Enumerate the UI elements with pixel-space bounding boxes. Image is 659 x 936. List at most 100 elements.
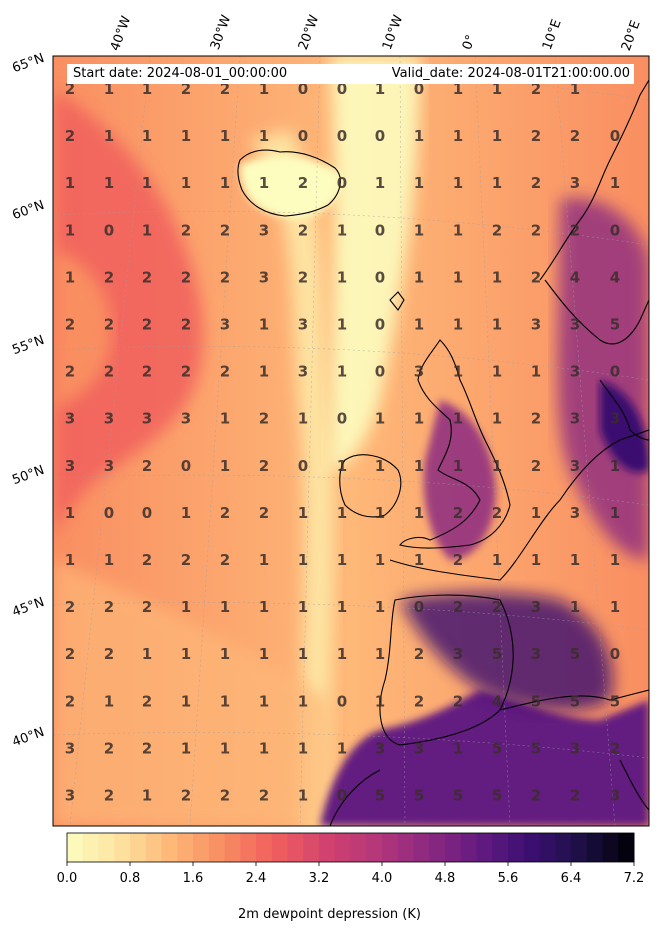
grid-value: 2 <box>298 221 308 239</box>
grid-value: 1 <box>259 645 269 663</box>
grid-value: 1 <box>414 316 424 334</box>
grid-value: 1 <box>453 363 463 381</box>
grid-value: 5 <box>414 787 424 805</box>
grid-value: 3 <box>570 174 580 192</box>
grid-value: 1 <box>414 127 424 145</box>
grid-value: 1 <box>453 410 463 428</box>
grid-value: 1 <box>298 598 308 616</box>
grid-value: 1 <box>375 598 385 616</box>
grid-value: 1 <box>298 551 308 569</box>
colorbar-band <box>492 833 509 862</box>
grid-value: 4 <box>492 692 502 710</box>
grid-value: 2 <box>570 127 580 145</box>
grid-value: 1 <box>492 80 502 98</box>
grid-value: 1 <box>375 80 385 98</box>
grid-value: 1 <box>492 551 502 569</box>
colorbar-band <box>571 833 588 862</box>
grid-value: 3 <box>531 598 541 616</box>
grid-value: 1 <box>337 363 347 381</box>
grid-value: 1 <box>375 692 385 710</box>
grid-value: 2 <box>220 787 230 805</box>
grid-value: 1 <box>610 504 620 522</box>
grid-value: 1 <box>414 410 424 428</box>
grid-value: 2 <box>65 598 75 616</box>
grid-value: 2 <box>104 316 114 334</box>
grid-value: 2 <box>531 80 541 98</box>
grid-value: 1 <box>337 221 347 239</box>
grid-value: 2 <box>570 221 580 239</box>
grid-value: 0 <box>375 316 385 334</box>
colorbar-band <box>67 833 84 862</box>
grid-value: 3 <box>65 410 75 428</box>
grid-value: 3 <box>375 739 385 757</box>
grid-value: 2 <box>65 80 75 98</box>
grid-value: 3 <box>531 645 541 663</box>
grid-value: 2 <box>298 268 308 286</box>
grid-value: 0 <box>610 645 620 663</box>
grid-value: 1 <box>220 739 230 757</box>
grid-value: 2 <box>142 692 152 710</box>
grid-value: 0 <box>414 80 424 98</box>
grid-value: 5 <box>492 645 502 663</box>
grid-value: 0 <box>298 457 308 475</box>
grid-value: 1 <box>531 551 541 569</box>
colorbar-band <box>413 833 430 862</box>
grid-value: 3 <box>570 504 580 522</box>
colorbar-band <box>429 833 446 862</box>
grid-value: 1 <box>453 268 463 286</box>
grid-value: 1 <box>337 316 347 334</box>
grid-value: 1 <box>142 127 152 145</box>
grid-value: 1 <box>298 739 308 757</box>
grid-value: 2 <box>65 127 75 145</box>
grid-value: 1 <box>337 504 347 522</box>
grid-value: 1 <box>298 787 308 805</box>
grid-value: 2 <box>142 363 152 381</box>
grid-value: 2 <box>492 598 502 616</box>
grid-value: 1 <box>220 598 230 616</box>
grid-value: 2 <box>259 410 269 428</box>
grid-value: 1 <box>414 504 424 522</box>
colorbar-band <box>366 833 383 862</box>
grid-value: 3 <box>414 363 424 381</box>
grid-value: 1 <box>65 174 75 192</box>
grid-value: 1 <box>298 504 308 522</box>
grid-value: 3 <box>65 457 75 475</box>
colorbar-band <box>161 833 178 862</box>
grid-value: 0 <box>337 127 347 145</box>
grid-value: 1 <box>259 363 269 381</box>
colorbar-band <box>145 833 162 862</box>
grid-value: 1 <box>259 80 269 98</box>
grid-value: 2 <box>570 787 580 805</box>
grid-value: 1 <box>259 316 269 334</box>
grid-value: 2 <box>610 739 620 757</box>
grid-value: 2 <box>104 363 114 381</box>
colorbar-band <box>224 833 241 862</box>
grid-value: 1 <box>375 410 385 428</box>
colorbar-band <box>586 833 603 862</box>
grid-value: 1 <box>220 457 230 475</box>
grid-value: 2 <box>453 598 463 616</box>
grid-value: 1 <box>337 645 347 663</box>
colorbar-tick-label: 3.2 <box>308 871 330 886</box>
grid-value: 1 <box>220 692 230 710</box>
grid-value: 1 <box>298 410 308 428</box>
grid-value: 3 <box>298 316 308 334</box>
grid-value: 2 <box>65 645 75 663</box>
grid-value: 3 <box>570 363 580 381</box>
grid-value: 1 <box>453 174 463 192</box>
grid-value: 3 <box>104 410 114 428</box>
grid-value: 1 <box>104 80 114 98</box>
grid-value: 1 <box>492 127 502 145</box>
grid-value: 1 <box>414 457 424 475</box>
grid-value: 1 <box>104 692 114 710</box>
grid-value: 2 <box>531 221 541 239</box>
colorbar-band <box>271 833 288 862</box>
grid-value: 0 <box>298 127 308 145</box>
field-layer <box>53 56 649 826</box>
valid-date-text: Valid_date: 2024-08-01T21:00:00.00 <box>391 66 630 81</box>
grid-value: 5 <box>492 787 502 805</box>
colorbar-band <box>382 833 399 862</box>
grid-value: 1 <box>104 551 114 569</box>
colorbar-tick-label: 4.0 <box>371 871 393 886</box>
grid-value: 5 <box>570 692 580 710</box>
